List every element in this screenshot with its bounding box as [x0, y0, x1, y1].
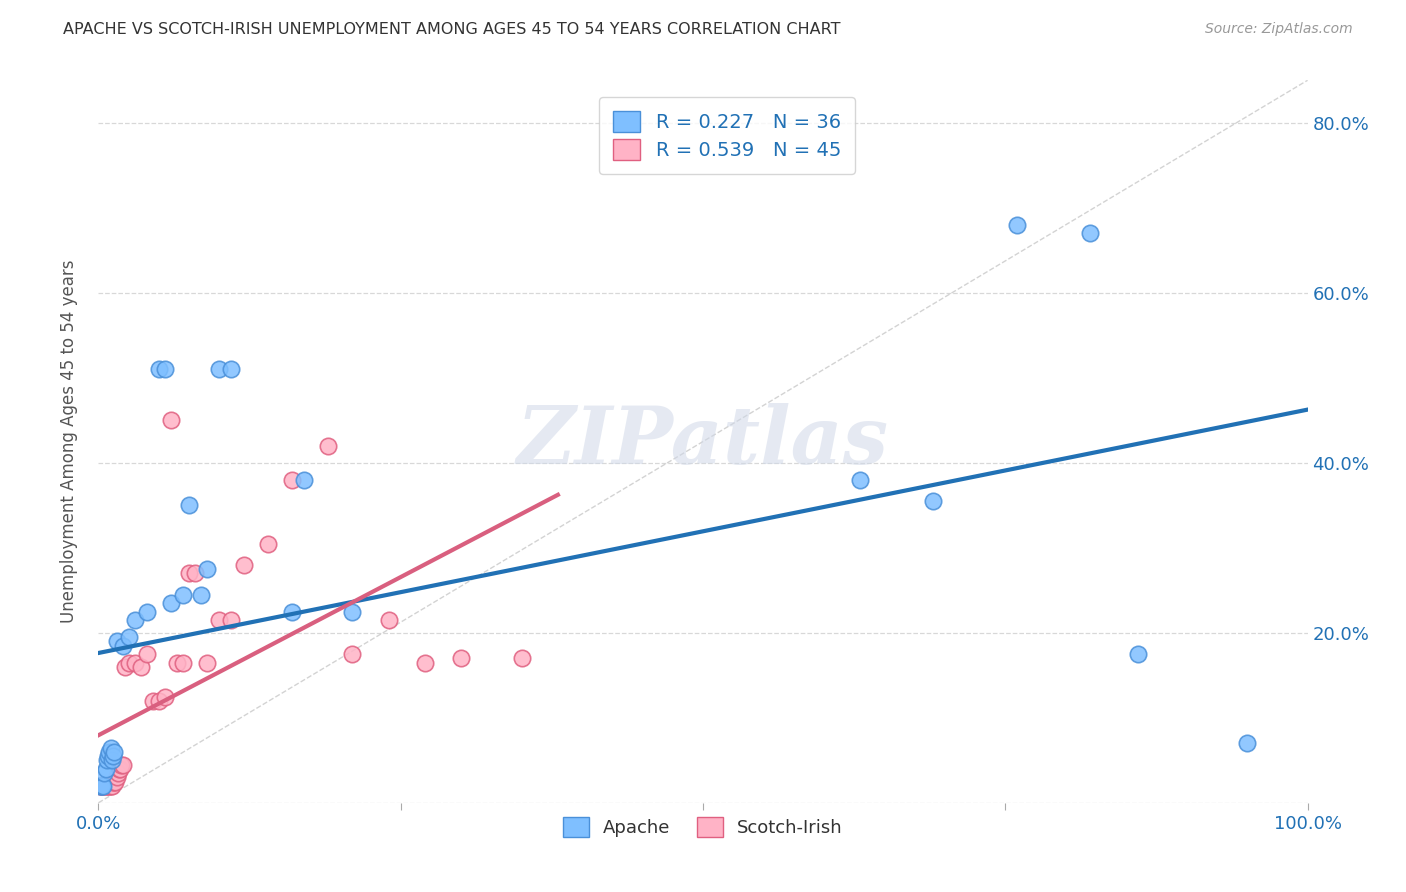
Point	[100, 740, 122, 755]
Point	[208, 362, 231, 376]
Point	[90, 779, 112, 793]
Point	[129, 660, 152, 674]
Point	[111, 757, 134, 772]
Point	[97, 749, 120, 764]
Point	[96, 779, 118, 793]
Point	[101, 774, 124, 789]
Text: ZIPatlas: ZIPatlas	[517, 403, 889, 480]
Point	[124, 613, 146, 627]
Point	[89, 779, 111, 793]
Point	[377, 613, 399, 627]
Text: Source: ZipAtlas.com: Source: ZipAtlas.com	[1205, 22, 1353, 37]
Point	[103, 745, 125, 759]
Point	[118, 630, 141, 644]
Point	[292, 473, 315, 487]
Point	[195, 656, 218, 670]
Point	[101, 749, 124, 764]
Point	[172, 588, 194, 602]
Point	[148, 362, 170, 376]
Point	[1128, 647, 1150, 661]
Point	[100, 753, 122, 767]
Point	[849, 473, 872, 487]
Point	[172, 656, 194, 670]
Point	[148, 694, 170, 708]
Point	[104, 774, 127, 789]
Point	[91, 779, 114, 793]
Point	[413, 656, 436, 670]
Point	[153, 690, 176, 704]
Point	[97, 779, 120, 793]
Point	[195, 562, 218, 576]
Point	[1007, 218, 1029, 232]
Point	[153, 362, 176, 376]
Point	[93, 779, 115, 793]
Point	[98, 779, 121, 793]
Point	[921, 494, 943, 508]
Point	[510, 651, 533, 665]
Point	[90, 779, 112, 793]
Point	[96, 753, 118, 767]
Point	[208, 613, 231, 627]
Point	[281, 473, 304, 487]
Point	[124, 656, 146, 670]
Point	[135, 605, 157, 619]
Point	[98, 745, 121, 759]
Point	[118, 656, 141, 670]
Point	[256, 536, 278, 550]
Point	[190, 588, 212, 602]
Point	[232, 558, 254, 572]
Point	[179, 498, 201, 512]
Point	[94, 762, 117, 776]
Point	[114, 660, 136, 674]
Point	[184, 566, 207, 581]
Point	[1236, 736, 1258, 750]
Point	[221, 613, 243, 627]
Point	[91, 779, 114, 793]
Point	[108, 762, 131, 776]
Point	[110, 757, 132, 772]
Point	[93, 766, 115, 780]
Point	[1078, 227, 1101, 241]
Point	[450, 651, 472, 665]
Point	[316, 439, 339, 453]
Point	[107, 766, 129, 780]
Y-axis label: Unemployment Among Ages 45 to 54 years: Unemployment Among Ages 45 to 54 years	[59, 260, 77, 624]
Point	[281, 605, 304, 619]
Point	[103, 774, 125, 789]
Point	[105, 634, 128, 648]
Legend: Apache, Scotch-Irish: Apache, Scotch-Irish	[553, 806, 853, 848]
Point	[160, 596, 183, 610]
Point	[179, 566, 201, 581]
Point	[89, 779, 111, 793]
Point	[94, 779, 117, 793]
Point	[91, 779, 114, 793]
Point	[160, 413, 183, 427]
Point	[342, 647, 364, 661]
Point	[108, 762, 131, 776]
Point	[105, 770, 128, 784]
Point	[142, 694, 165, 708]
Point	[135, 647, 157, 661]
Point	[100, 779, 122, 793]
Point	[166, 656, 188, 670]
Point	[100, 779, 122, 793]
Text: APACHE VS SCOTCH-IRISH UNEMPLOYMENT AMONG AGES 45 TO 54 YEARS CORRELATION CHART: APACHE VS SCOTCH-IRISH UNEMPLOYMENT AMON…	[63, 22, 841, 37]
Point	[111, 639, 134, 653]
Point	[221, 362, 243, 376]
Point	[91, 779, 114, 793]
Point	[342, 605, 364, 619]
